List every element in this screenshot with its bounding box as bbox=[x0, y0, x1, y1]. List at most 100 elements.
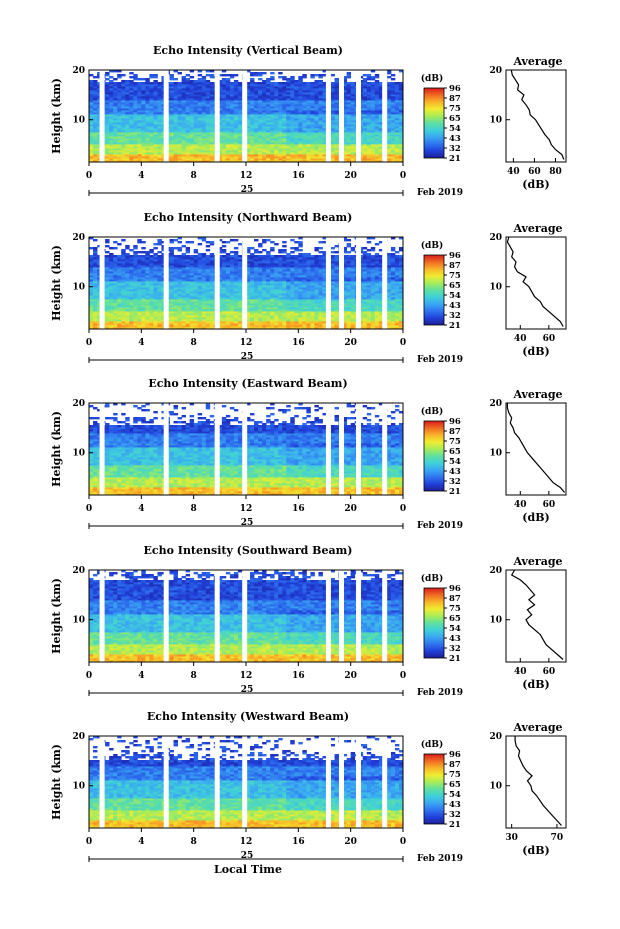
heatmap-cell bbox=[246, 142, 251, 145]
heatmap-cell bbox=[366, 148, 372, 151]
heatmap-cell bbox=[93, 132, 98, 135]
heatmap-cell bbox=[129, 146, 134, 149]
heatmap-cell bbox=[294, 140, 299, 143]
heatmap-cell bbox=[294, 160, 299, 163]
heatmap-cell bbox=[394, 120, 400, 123]
heatmap-cell bbox=[117, 136, 122, 139]
heatmap-cell bbox=[390, 138, 396, 141]
heatmap-cell bbox=[302, 148, 307, 151]
heatmap-cell bbox=[225, 144, 231, 147]
heatmap-cell bbox=[133, 82, 138, 85]
heatmap-cell bbox=[294, 134, 299, 137]
heatmap-cell bbox=[346, 120, 352, 123]
heatmap-cell bbox=[193, 148, 199, 151]
heatmap-cell bbox=[398, 132, 404, 135]
heatmap-cell bbox=[378, 140, 384, 143]
heatmap-cell bbox=[209, 160, 215, 163]
heatmap-cell bbox=[298, 160, 303, 163]
heatmap-cell bbox=[149, 124, 154, 127]
heatmap-cell bbox=[306, 126, 311, 129]
heatmap-cell bbox=[286, 124, 291, 127]
heatmap-cell bbox=[229, 146, 235, 149]
heatmap-cell bbox=[225, 136, 231, 139]
heatmap-cell bbox=[117, 160, 122, 163]
heatmap-cell bbox=[370, 120, 376, 123]
heatmap-cell bbox=[121, 152, 126, 155]
heatmap-cell bbox=[233, 124, 239, 127]
heatmap-cell bbox=[149, 136, 154, 139]
heatmap-cell bbox=[258, 140, 263, 143]
x-tick-label: 4 bbox=[138, 171, 144, 181]
heatmap-cell bbox=[334, 120, 339, 123]
heatmap-cell bbox=[310, 132, 315, 135]
heatmap-cell bbox=[362, 142, 368, 145]
heatmap-cell bbox=[278, 72, 283, 75]
heatmap-cell bbox=[105, 72, 110, 75]
heatmap-cell bbox=[193, 154, 199, 157]
heatmap-cell bbox=[370, 144, 376, 147]
heatmap-cell bbox=[117, 142, 122, 145]
heatmap-cell bbox=[290, 122, 295, 125]
heatmap-cell bbox=[286, 158, 291, 161]
heatmap-cell bbox=[109, 132, 114, 135]
heatmap-cell bbox=[378, 160, 384, 163]
heatmap-cell bbox=[97, 118, 102, 121]
heatmap-cell bbox=[157, 120, 162, 123]
heatmap-cell bbox=[105, 156, 110, 159]
heatmap-cell bbox=[378, 150, 384, 153]
heatmap-cell bbox=[209, 74, 215, 77]
heatmap-cell bbox=[246, 134, 251, 137]
heatmap-cell bbox=[282, 122, 287, 125]
heatmap-cell bbox=[266, 146, 271, 149]
heatmap-cell bbox=[390, 74, 396, 77]
heatmap-cell bbox=[394, 138, 400, 141]
heatmap-cell bbox=[298, 130, 303, 133]
heatmap-cell bbox=[125, 152, 130, 155]
heatmap-cell bbox=[217, 118, 223, 121]
heatmap-cell bbox=[125, 80, 130, 83]
heatmap-cell bbox=[137, 150, 142, 153]
heatmap-cell bbox=[342, 144, 348, 147]
heatmap-cell bbox=[342, 142, 348, 145]
heatmap-cell bbox=[398, 130, 404, 133]
heatmap-cell bbox=[221, 74, 227, 77]
heatmap-cell bbox=[181, 156, 187, 159]
heatmap-cell bbox=[306, 130, 311, 133]
heatmap-cell bbox=[129, 160, 134, 163]
heatmap-cell bbox=[225, 126, 231, 129]
heatmap-cell bbox=[366, 122, 372, 125]
heatmap-cell bbox=[229, 126, 235, 129]
heatmap-cell bbox=[370, 148, 376, 151]
heatmap-cell bbox=[330, 74, 335, 77]
heatmap-cell bbox=[302, 126, 307, 129]
heatmap-cell bbox=[258, 134, 263, 137]
heatmap-cell bbox=[121, 140, 126, 143]
heatmap-cell bbox=[157, 124, 162, 127]
heatmap-cell bbox=[109, 148, 114, 151]
heatmap-cell bbox=[334, 140, 339, 143]
colorbar-tick-label: 43 bbox=[449, 134, 461, 144]
heatmap-cell bbox=[366, 152, 372, 155]
heatmap-cell bbox=[350, 126, 356, 129]
heatmap-cell bbox=[205, 128, 211, 131]
heatmap-cell bbox=[129, 122, 134, 125]
data-gap bbox=[214, 70, 220, 162]
heatmap-cell bbox=[233, 152, 239, 155]
heatmap-cell bbox=[394, 156, 400, 159]
heatmap-cell bbox=[145, 158, 150, 161]
heatmap-cell bbox=[270, 138, 275, 141]
heatmap-cell bbox=[153, 144, 158, 147]
heatmap-cell bbox=[274, 126, 279, 129]
heatmap-cell bbox=[93, 152, 98, 155]
heatmap-cell bbox=[278, 158, 283, 161]
heatmap-cell bbox=[258, 152, 263, 155]
heatmap-cell bbox=[117, 138, 122, 141]
heatmap-cell bbox=[322, 120, 327, 123]
heatmap-cell bbox=[346, 130, 352, 133]
heatmap-cell bbox=[149, 74, 154, 77]
heatmap-cell bbox=[125, 146, 130, 149]
heatmap-cell bbox=[286, 150, 291, 153]
heatmap-cell bbox=[374, 152, 380, 155]
heatmap-cell bbox=[374, 126, 380, 129]
heatmap-cell bbox=[217, 126, 223, 129]
